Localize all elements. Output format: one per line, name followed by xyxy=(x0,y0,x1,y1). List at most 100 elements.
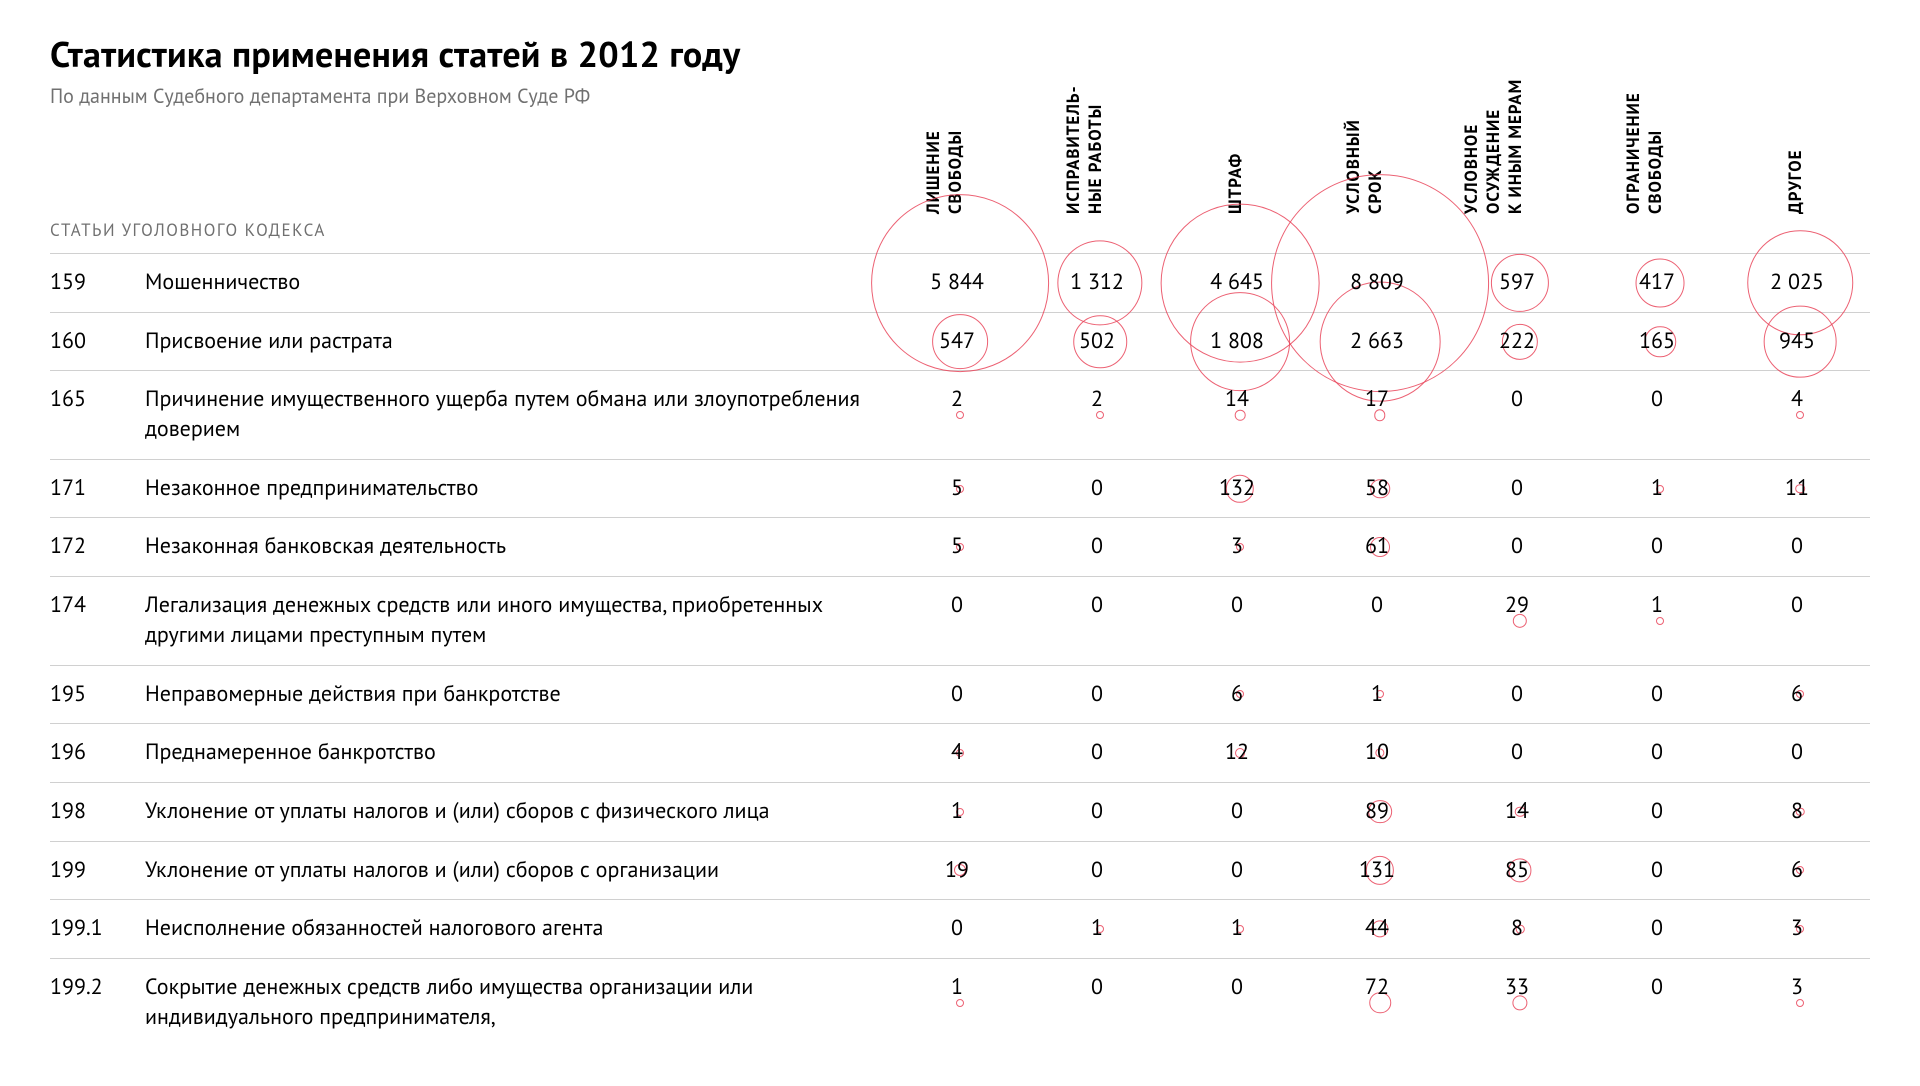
value-cell: 597 xyxy=(1450,254,1590,313)
value-number: 0 xyxy=(1091,680,1103,708)
value-number: 2 xyxy=(1091,385,1103,413)
value-cell: 0 xyxy=(1030,577,1170,665)
value-number: 0 xyxy=(1511,680,1523,708)
article-name: Неправомерные действия при банкротстве xyxy=(145,665,890,724)
column-header-label: ЛИШЕНИЕ СВОБОДЫ xyxy=(922,130,966,214)
value-cell: 0 xyxy=(1030,459,1170,518)
value-cell: 0 xyxy=(1590,782,1730,841)
value-number: 5 xyxy=(951,474,963,502)
value-number: 131 xyxy=(1359,856,1395,884)
value-cell: 0 xyxy=(1450,724,1590,783)
value-number: 0 xyxy=(1231,797,1243,825)
value-cell: 502 xyxy=(1030,312,1170,371)
value-cell: 0 xyxy=(1730,577,1870,665)
value-cell: 5 xyxy=(890,518,1030,577)
value-number: 5 844 xyxy=(930,268,984,296)
section-label: СТАТЬИ УГОЛОВНОГО КОДЕКСА xyxy=(50,219,1870,241)
value-cell: 0 xyxy=(1030,665,1170,724)
value-number: 0 xyxy=(1371,591,1383,619)
value-number: 0 xyxy=(1651,532,1663,560)
column-header-label: УСЛОВНЫЙ СРОК xyxy=(1342,119,1386,214)
value-cell: 8 809 xyxy=(1310,254,1450,313)
value-cell: 29 xyxy=(1450,577,1590,665)
value-cell: 8 xyxy=(1450,900,1590,959)
value-cell: 0 xyxy=(1170,577,1310,665)
value-cell: 19 xyxy=(890,841,1030,900)
value-number: 8 xyxy=(1791,797,1803,825)
value-number: 6 xyxy=(1231,680,1243,708)
article-name: Незаконное предпринимательство xyxy=(145,459,890,518)
value-number: 58 xyxy=(1365,474,1389,502)
value-cell: 12 xyxy=(1170,724,1310,783)
value-number: 8 xyxy=(1511,914,1523,942)
value-cell: 11 xyxy=(1730,459,1870,518)
value-cell: 3 xyxy=(1170,518,1310,577)
page: Статистика применения статей в 2012 году… xyxy=(0,0,1920,1086)
value-number: 0 xyxy=(1091,532,1103,560)
value-cell: 0 xyxy=(1590,518,1730,577)
article-code: 198 xyxy=(50,782,145,841)
value-cell: 3 xyxy=(1730,958,1870,1046)
value-cell: 1 xyxy=(1590,459,1730,518)
value-number: 1 xyxy=(1651,591,1663,619)
table-row: 159Мошенничество5 8441 3124 6458 8095974… xyxy=(50,254,1870,313)
value-number: 0 xyxy=(951,680,963,708)
value-number: 0 xyxy=(1091,856,1103,884)
article-code: 174 xyxy=(50,577,145,665)
table-row: 165Причинение имущественного ущерба путе… xyxy=(50,371,1870,459)
column-header-label: ШТРАФ xyxy=(1224,153,1246,214)
value-cell: 5 844 xyxy=(890,254,1030,313)
value-cell: 44 xyxy=(1310,900,1450,959)
value-number: 417 xyxy=(1639,268,1675,296)
value-cell: 4 xyxy=(1730,371,1870,459)
value-cell: 165 xyxy=(1590,312,1730,371)
value-cell: 0 xyxy=(1030,841,1170,900)
value-cell: 0 xyxy=(1310,577,1450,665)
value-number: 0 xyxy=(1651,680,1663,708)
value-number: 17 xyxy=(1365,385,1389,413)
article-code: 172 xyxy=(50,518,145,577)
value-number: 0 xyxy=(951,914,963,942)
value-number: 0 xyxy=(1651,385,1663,413)
value-cell: 1 xyxy=(1030,900,1170,959)
value-number: 0 xyxy=(1651,738,1663,766)
table-row: 199Уклонение от уплаты налогов и (или) с… xyxy=(50,841,1870,900)
value-number: 3 xyxy=(1791,914,1803,942)
value-number: 61 xyxy=(1365,532,1389,560)
value-number: 1 312 xyxy=(1070,268,1124,296)
value-number: 0 xyxy=(951,591,963,619)
value-number: 222 xyxy=(1499,327,1535,355)
column-header: УСЛОВНЫЙ СРОК xyxy=(1310,49,1450,219)
value-cell: 8 xyxy=(1730,782,1870,841)
table-row: 199.2Сокрытие денежных средств либо имущ… xyxy=(50,958,1870,1046)
column-headers: ЛИШЕНИЕ СВОБОДЫИСПРАВИТЕЛЬ- НЫЕ РАБОТЫШТ… xyxy=(890,49,1870,219)
value-cell: 0 xyxy=(1590,665,1730,724)
article-code: 196 xyxy=(50,724,145,783)
article-code: 195 xyxy=(50,665,145,724)
data-grid: СТАТЬИ УГОЛОВНОГО КОДЕКСА ЛИШЕНИЕ СВОБОД… xyxy=(50,219,1870,1046)
value-number: 0 xyxy=(1651,914,1663,942)
value-cell: 0 xyxy=(1030,958,1170,1046)
table-row: 172Незаконная банковская деятельность503… xyxy=(50,518,1870,577)
value-number: 0 xyxy=(1091,738,1103,766)
value-number: 1 xyxy=(1231,914,1243,942)
value-number: 0 xyxy=(1791,591,1803,619)
value-cell: 0 xyxy=(1170,782,1310,841)
value-cell: 61 xyxy=(1310,518,1450,577)
value-number: 547 xyxy=(939,327,975,355)
value-cell: 0 xyxy=(1030,724,1170,783)
value-cell: 945 xyxy=(1730,312,1870,371)
article-name: Уклонение от уплаты налогов и (или) сбор… xyxy=(145,782,890,841)
value-number: 597 xyxy=(1499,268,1535,296)
value-number: 0 xyxy=(1511,532,1523,560)
table-row: 195Неправомерные действия при банкротств… xyxy=(50,665,1870,724)
value-number: 3 xyxy=(1791,973,1803,1001)
value-cell: 1 xyxy=(890,958,1030,1046)
value-cell: 89 xyxy=(1310,782,1450,841)
value-number: 0 xyxy=(1791,738,1803,766)
value-number: 1 xyxy=(1651,474,1663,502)
column-header-label: ОГРАНИЧЕНИЕ СВОБОДЫ xyxy=(1622,92,1666,214)
value-number: 0 xyxy=(1231,856,1243,884)
article-code: 199.1 xyxy=(50,900,145,959)
value-cell: 0 xyxy=(890,577,1030,665)
